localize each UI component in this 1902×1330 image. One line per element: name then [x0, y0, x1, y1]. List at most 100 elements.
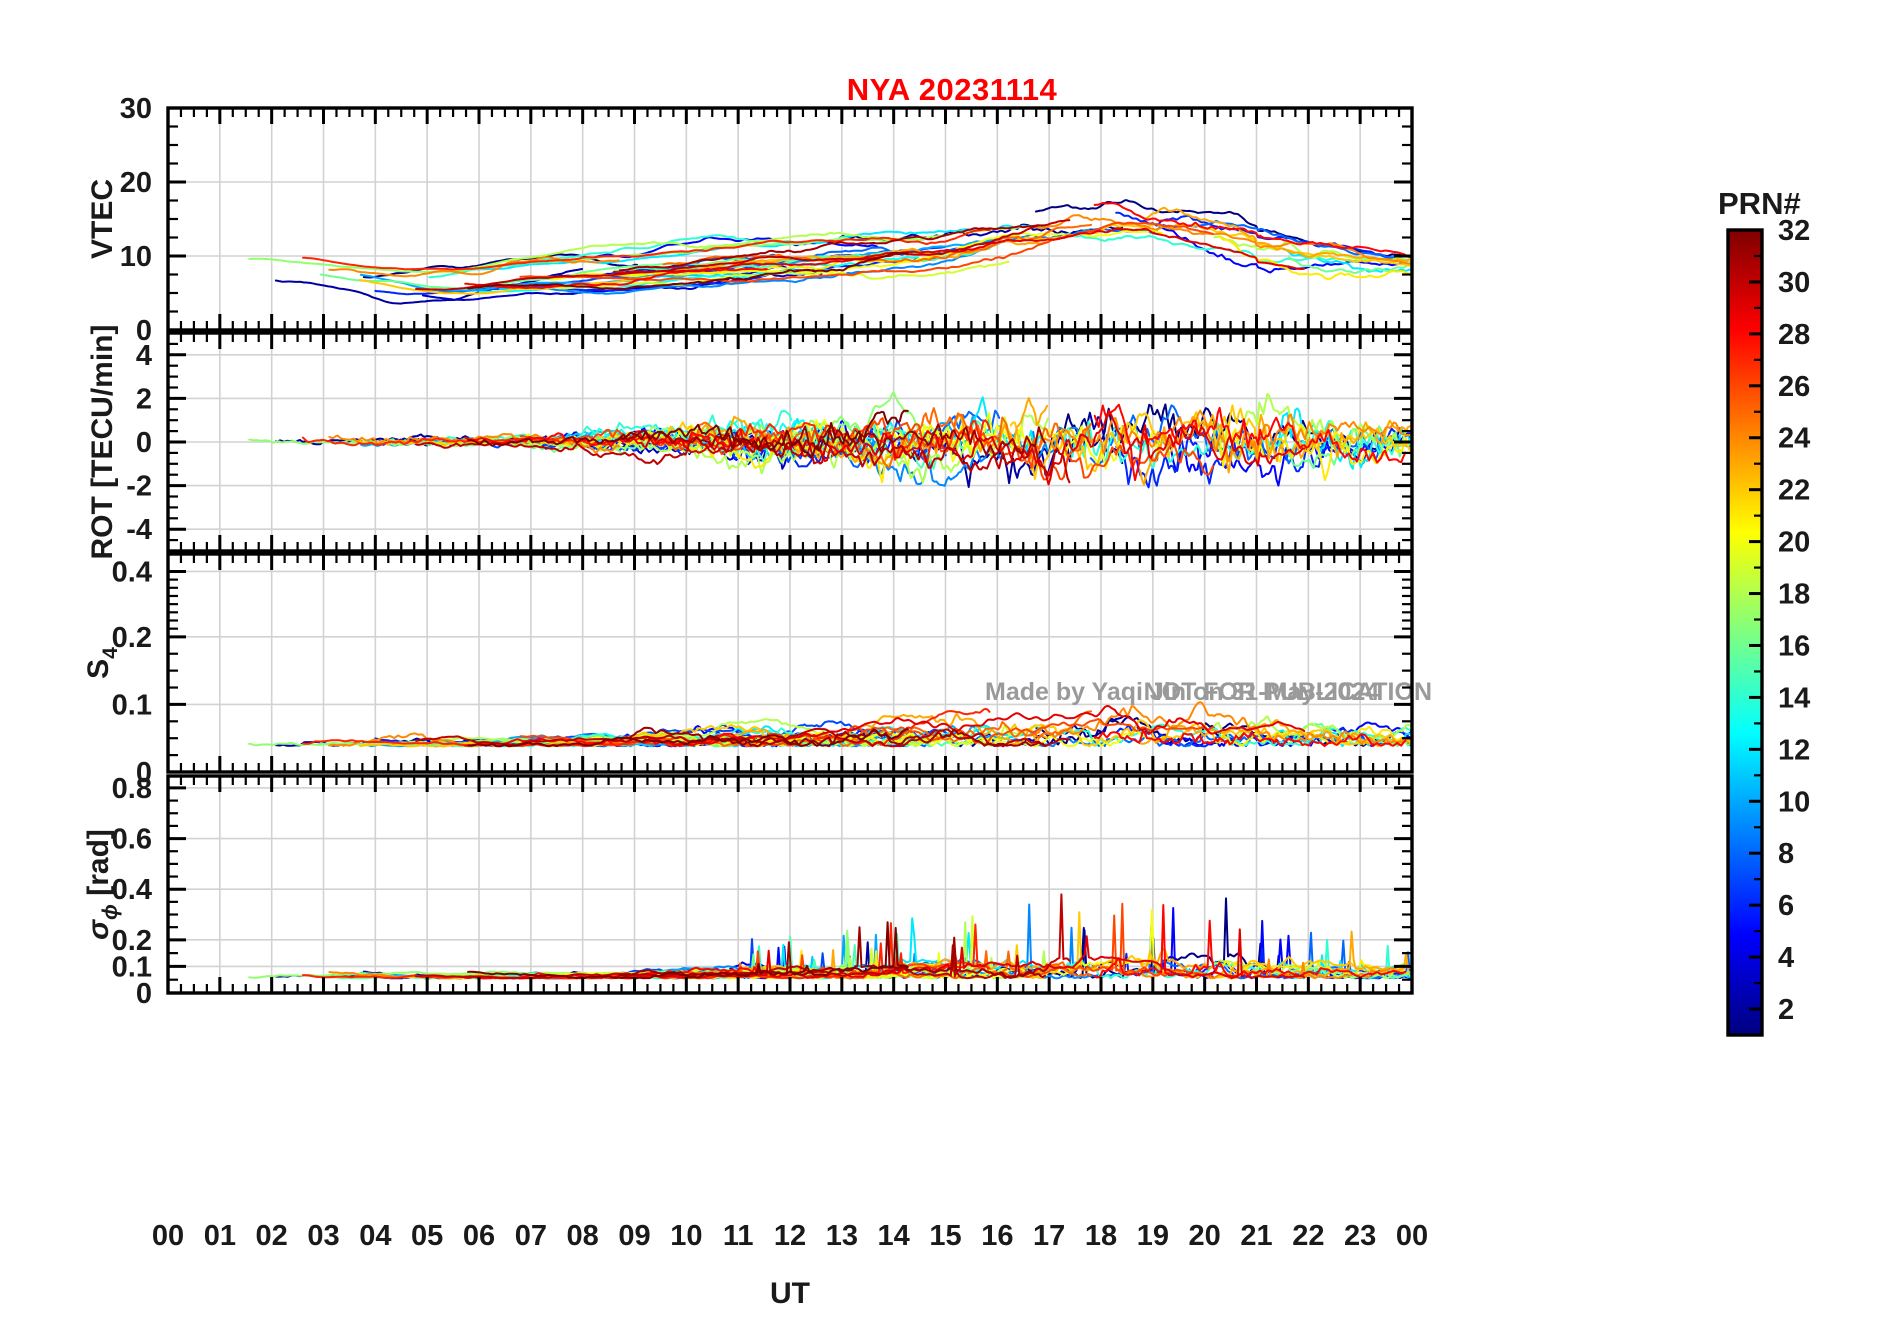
ylabel-s4-sub: 4 — [99, 647, 122, 659]
trace-sigma-phi — [618, 926, 1046, 979]
xtick-label: 14 — [878, 1220, 910, 1252]
traces-rot — [248, 391, 1412, 489]
trace-rot — [618, 423, 1046, 458]
ylabel-phi-sub: ϕ — [99, 904, 122, 920]
trace-s4 — [618, 726, 1046, 748]
trace-sigma-phi — [612, 928, 1306, 980]
xtick-label: 03 — [307, 1220, 339, 1252]
xtick-label: 16 — [981, 1220, 1013, 1252]
xtick-label: 09 — [618, 1220, 650, 1252]
colorbar-tick-label: 28 — [1778, 319, 1810, 351]
plot-areas — [167, 108, 1413, 993]
xtick-label: 21 — [1240, 1220, 1272, 1252]
trace-vtec — [248, 236, 925, 273]
axes: 0102030-4-202400.10.20.400.10.20.40.60.8… — [82, 93, 1428, 1310]
trace-sigma-phi — [1093, 904, 1407, 979]
colorbar-tick-label: 24 — [1778, 423, 1810, 455]
trace-s4 — [1029, 701, 1412, 745]
figure-title: NYA 20231114 — [847, 72, 1058, 107]
colorbar-tick-label: 30 — [1778, 267, 1810, 299]
colorbar-tick-label: 26 — [1778, 371, 1810, 403]
colorbar-tick-label: 8 — [1778, 838, 1794, 870]
watermark-author: Made by Yaqi Jin on 31-May-2024 — [985, 678, 1379, 706]
trace-vtec — [274, 268, 583, 305]
xtick-label: 11 — [723, 1220, 754, 1252]
trace-vtec — [328, 256, 620, 278]
ylabel-s4: S4 — [82, 647, 122, 679]
xtick-label: 07 — [515, 1220, 547, 1252]
xtick-label: 10 — [670, 1220, 702, 1252]
ylabel-sigma-phi-text: σϕ [rad] — [82, 829, 122, 940]
colorbar-tick-label: 14 — [1778, 682, 1810, 714]
xtick-label: 04 — [359, 1220, 391, 1252]
colorbar-tick-label: 18 — [1778, 579, 1810, 611]
panel-vtec — [167, 108, 1413, 330]
ylabel-sigma-phi: σϕ [rad] — [82, 829, 122, 940]
ylabel-s4-main: S — [82, 659, 115, 679]
xtick-label: 08 — [567, 1220, 599, 1252]
xtick-label: 18 — [1085, 1220, 1117, 1252]
ylabel-vtec: VTEC — [86, 179, 119, 259]
panel-sigma_phi — [167, 776, 1413, 993]
colorbar-tick-label: 32 — [1778, 215, 1810, 247]
trace-sigma-phi — [467, 921, 909, 980]
trace-s4 — [467, 728, 909, 748]
ytick-label: 0.8 — [112, 773, 152, 805]
colorbar-tick-label: 2 — [1778, 994, 1794, 1026]
trace-sigma-phi — [1139, 930, 1412, 979]
colorbar-tick-label: 16 — [1778, 630, 1810, 662]
trace-s4 — [1093, 729, 1407, 748]
trace-rot — [430, 414, 1049, 484]
xtick-label: 00 — [152, 1220, 184, 1252]
colorbar-ramp — [1726, 228, 1764, 1037]
trace-vtec — [1287, 256, 1412, 275]
ytick-label: 0.2 — [112, 925, 152, 957]
ytick-label: 0.2 — [112, 622, 152, 654]
xtick-label: 19 — [1137, 1220, 1169, 1252]
ylabel-s4-text: S4 — [82, 647, 122, 679]
ylabel-rot: ROT [TECU/min] — [86, 325, 119, 560]
ytick-label: -4 — [126, 514, 152, 546]
ytick-label: 0.1 — [112, 689, 152, 721]
ylabel-rad-unit: [rad] — [82, 829, 115, 904]
ytick-label: 0.4 — [112, 556, 152, 588]
panel-rot — [167, 333, 1413, 551]
trace-rot — [467, 409, 909, 459]
trace-vtec — [618, 224, 1046, 272]
xtick-label: 01 — [204, 1220, 236, 1252]
watermark-notice: NOT FOR PUBLICATION — [1144, 678, 1432, 706]
colorbar-tick-label: 10 — [1778, 786, 1810, 818]
trace-vtec — [612, 227, 1306, 274]
xtick-label: 05 — [411, 1220, 443, 1252]
colorbar-tick-label: 20 — [1778, 527, 1810, 559]
xtick-label: 13 — [826, 1220, 858, 1252]
colorbar-tick-label: 22 — [1778, 475, 1810, 507]
ytick-label: 30 — [120, 93, 152, 125]
ytick-label: 2 — [136, 383, 152, 415]
xtick-label: 20 — [1189, 1220, 1221, 1252]
xtick-label: 22 — [1292, 1220, 1324, 1252]
traces-s4 — [248, 701, 1412, 748]
panel-s4 — [167, 554, 1413, 772]
ytick-label: 0.1 — [112, 951, 152, 983]
colorbar-title: PRN# — [1718, 186, 1801, 221]
ytick-label: 0 — [136, 427, 152, 459]
xtick-label: 23 — [1344, 1220, 1376, 1252]
ytick-label: 0.6 — [112, 824, 152, 856]
trace-vtec — [1089, 220, 1412, 263]
xtick-label: 06 — [463, 1220, 495, 1252]
trace-vtec — [519, 221, 1214, 283]
traces-sigma_phi — [248, 893, 1412, 980]
ytick-label: 0.4 — [112, 874, 152, 906]
xtick-label: 12 — [774, 1220, 806, 1252]
traces-vtec — [248, 199, 1412, 305]
trace-vtec — [319, 250, 938, 290]
ytick-label: 20 — [120, 167, 152, 199]
colorbar-tick-label: 4 — [1778, 942, 1794, 974]
trace-vtec — [467, 251, 909, 290]
ylabel-sigma-symbol: σ — [82, 919, 115, 940]
ytick-label: 0 — [136, 757, 152, 789]
ytick-label: -2 — [126, 471, 152, 503]
